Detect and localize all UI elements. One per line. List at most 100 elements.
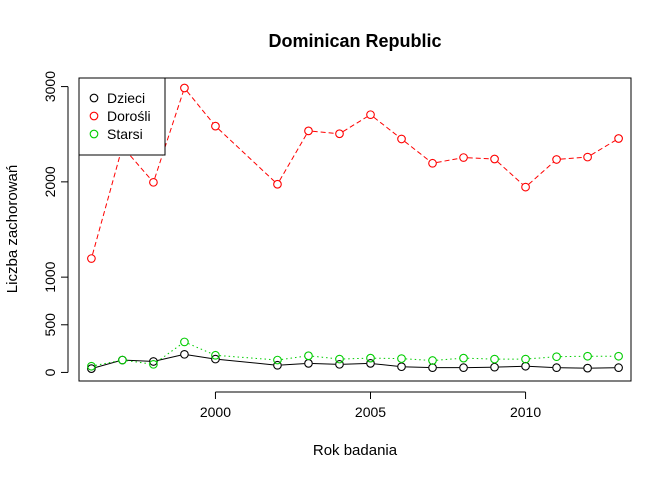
series-starsi <box>87 337 623 371</box>
data-point <box>335 359 344 369</box>
data-point <box>335 129 344 139</box>
data-point <box>335 354 344 364</box>
series-segment <box>281 363 305 366</box>
x-tick-label: 2000 <box>200 404 231 420</box>
x-axis-title: Rok badania <box>313 442 398 459</box>
data-point <box>397 362 406 372</box>
data-point <box>428 356 437 365</box>
series-segment <box>404 141 430 162</box>
data-point <box>583 363 592 373</box>
data-point <box>87 364 96 373</box>
series-segment <box>219 359 274 366</box>
data-point <box>118 355 127 365</box>
series-segment <box>343 357 367 360</box>
data-point <box>614 134 623 143</box>
x-tick-label: 2010 <box>510 404 541 420</box>
data-point <box>428 158 437 168</box>
data-point <box>149 177 158 187</box>
series-segment <box>154 91 184 179</box>
data-point <box>366 110 375 120</box>
data-point <box>614 363 623 373</box>
data-point <box>366 359 375 368</box>
legend-marker <box>89 111 99 121</box>
data-point <box>211 354 220 364</box>
series-segment <box>560 156 584 160</box>
data-point <box>397 354 406 363</box>
series-segment <box>436 157 460 164</box>
series-segment <box>498 365 522 368</box>
series-segment <box>279 134 307 181</box>
data-point <box>180 83 189 93</box>
y-axis-title: Liczba zachorowań <box>4 165 21 293</box>
plot-frame <box>78 77 632 382</box>
series-segment <box>373 116 399 137</box>
y-axis: 0 500 1000 2000 3000 <box>42 71 69 376</box>
series-segment <box>436 357 460 361</box>
data-point <box>180 337 189 347</box>
x-axis: 2000 2005 2010 <box>200 391 541 420</box>
data-point <box>490 362 499 372</box>
series-segment <box>188 343 212 355</box>
series-segment <box>467 357 491 360</box>
series-segment <box>312 130 336 134</box>
data-point <box>273 179 282 189</box>
series-segment <box>529 356 553 360</box>
data-point <box>304 359 313 368</box>
series-segment <box>405 366 429 369</box>
series-segment <box>374 363 398 367</box>
series-segment <box>186 90 214 124</box>
legend-box <box>78 77 166 156</box>
series-segment <box>219 355 274 361</box>
y-tick-label: 500 <box>42 313 58 337</box>
series-segment <box>497 161 523 185</box>
y-tick-label: 1000 <box>42 261 58 292</box>
data-point <box>428 363 437 373</box>
data-point <box>459 153 468 162</box>
data-point <box>366 353 375 363</box>
data-point <box>273 360 282 370</box>
data-point <box>397 134 406 144</box>
data-point <box>87 254 96 263</box>
series-segment <box>529 365 553 368</box>
series-segment <box>95 360 119 366</box>
series-segment <box>92 150 122 255</box>
series-segment <box>126 359 150 362</box>
series-segment <box>590 140 616 156</box>
data-point <box>211 121 220 131</box>
data-point <box>211 350 220 360</box>
data-point <box>87 361 96 371</box>
series-segment <box>218 128 275 182</box>
data-point <box>304 126 313 136</box>
data-point <box>490 354 499 364</box>
legend-label: Dzieci <box>107 90 145 106</box>
data-point <box>552 352 561 362</box>
y-tick-label: 2000 <box>42 166 58 197</box>
legend-marker <box>89 93 99 103</box>
data-point <box>552 363 561 373</box>
series-segment <box>95 360 119 368</box>
data-point <box>180 349 189 359</box>
series-segment <box>405 358 429 361</box>
y-tick-label: 0 <box>42 368 58 376</box>
data-point <box>521 361 530 371</box>
data-point <box>552 155 561 164</box>
data-point <box>459 353 468 363</box>
y-tick-label: 3000 <box>42 71 58 102</box>
data-point <box>149 359 158 369</box>
series-segment <box>312 355 336 360</box>
legend-label: Starsi <box>107 126 143 142</box>
series-segment <box>156 343 182 363</box>
series-segment <box>281 355 305 360</box>
data-point <box>490 154 499 164</box>
series-segment <box>342 116 368 132</box>
series-segment <box>157 354 181 362</box>
data-point <box>521 354 530 364</box>
series-segment <box>126 360 150 365</box>
data-point <box>273 355 282 365</box>
series-segment <box>343 363 367 365</box>
series-segment <box>124 149 152 180</box>
data-point <box>583 152 592 162</box>
series-segment <box>188 354 212 359</box>
series-segment <box>528 161 554 185</box>
